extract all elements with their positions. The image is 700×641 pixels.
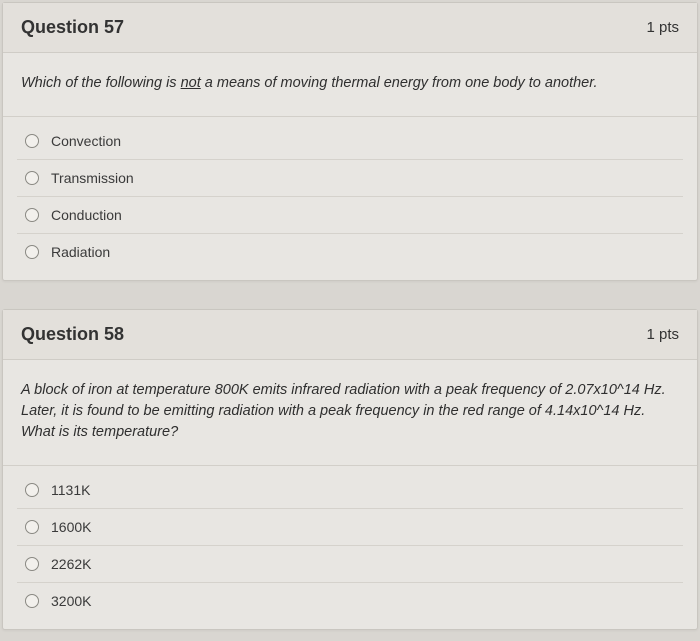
question-prompt: A block of iron at temperature 800K emit… (3, 360, 697, 466)
option-label: 1131K (51, 482, 90, 498)
option-label: Transmission (51, 170, 134, 186)
radio-icon[interactable] (25, 594, 39, 608)
options-list: Convection Transmission Conduction Radia… (3, 117, 697, 280)
prompt-underline: not (181, 75, 201, 91)
question-number: Question 57 (21, 17, 124, 38)
option-row[interactable]: 3200K (17, 583, 683, 619)
question-card-57: Question 57 1 pts Which of the following… (2, 2, 698, 281)
question-card-58: Question 58 1 pts A block of iron at tem… (2, 309, 698, 630)
prompt-text-post: a means of moving thermal energy from on… (201, 75, 598, 91)
radio-icon[interactable] (25, 557, 39, 571)
option-row[interactable]: 1131K (17, 472, 683, 509)
radio-icon[interactable] (25, 520, 39, 534)
option-row[interactable]: 2262K (17, 546, 683, 583)
radio-icon[interactable] (25, 245, 39, 259)
option-label: 1600K (51, 519, 91, 535)
options-list: 1131K 1600K 2262K 3200K (3, 466, 697, 629)
option-label: 3200K (51, 593, 91, 609)
option-label: Radiation (51, 244, 110, 260)
option-row[interactable]: Conduction (17, 197, 683, 234)
radio-icon[interactable] (25, 208, 39, 222)
prompt-text-pre: Which of the following is (21, 75, 181, 91)
question-number: Question 58 (21, 324, 124, 345)
question-header: Question 58 1 pts (3, 310, 697, 360)
option-label: Convection (51, 133, 121, 149)
radio-icon[interactable] (25, 171, 39, 185)
option-label: Conduction (51, 207, 122, 223)
option-label: 2262K (51, 556, 91, 572)
question-points: 1 pts (646, 326, 679, 343)
question-points: 1 pts (646, 19, 679, 36)
option-row[interactable]: Transmission (17, 160, 683, 197)
option-row[interactable]: 1600K (17, 509, 683, 546)
radio-icon[interactable] (25, 483, 39, 497)
option-row[interactable]: Convection (17, 123, 683, 160)
question-header: Question 57 1 pts (3, 3, 697, 53)
radio-icon[interactable] (25, 134, 39, 148)
option-row[interactable]: Radiation (17, 234, 683, 270)
question-prompt: Which of the following is not a means of… (3, 53, 697, 117)
